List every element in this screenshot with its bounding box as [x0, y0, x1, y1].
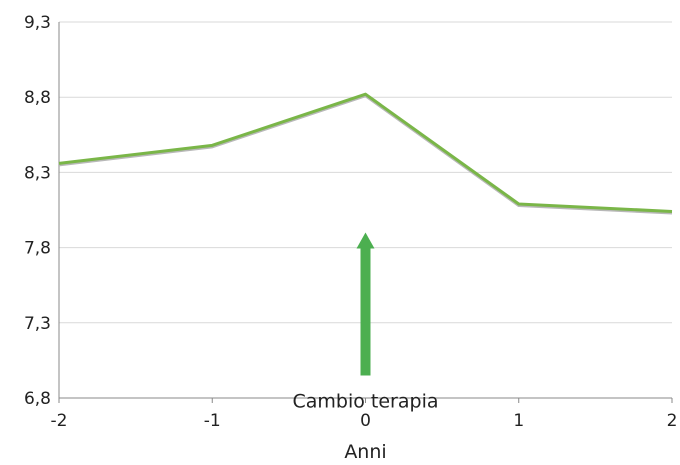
y-tick-label: 9,3: [24, 13, 51, 33]
series-line: [58, 92, 673, 214]
x-axis-title: Anni: [344, 441, 386, 463]
x-tick-label: -2: [51, 411, 68, 431]
y-tick-label: 6,8: [24, 389, 51, 409]
x-tick-label: -1: [204, 411, 221, 431]
y-axis-tick-labels: 9,3 8,8 8,3 7,8 7,3 6,8: [24, 13, 51, 409]
series-group: [58, 92, 673, 215]
x-tick-label: 0: [360, 411, 371, 431]
x-tick-label: 1: [513, 411, 524, 431]
x-axis-tick-labels: -2 -1 0 1 2: [51, 411, 678, 431]
up-arrow-icon: [356, 232, 375, 376]
series-line-shadow: [58, 94, 673, 215]
annotation-label: Cambio terapia: [293, 390, 439, 412]
annotation-group: Cambio terapia: [293, 232, 439, 412]
y-tick-label: 7,8: [24, 239, 51, 259]
y-tick-label: 7,3: [24, 314, 51, 334]
y-tick-label: 8,8: [24, 88, 51, 108]
x-tick-label: 2: [667, 411, 678, 431]
axes: [58, 22, 673, 403]
y-tick-label: 8,3: [24, 163, 51, 183]
